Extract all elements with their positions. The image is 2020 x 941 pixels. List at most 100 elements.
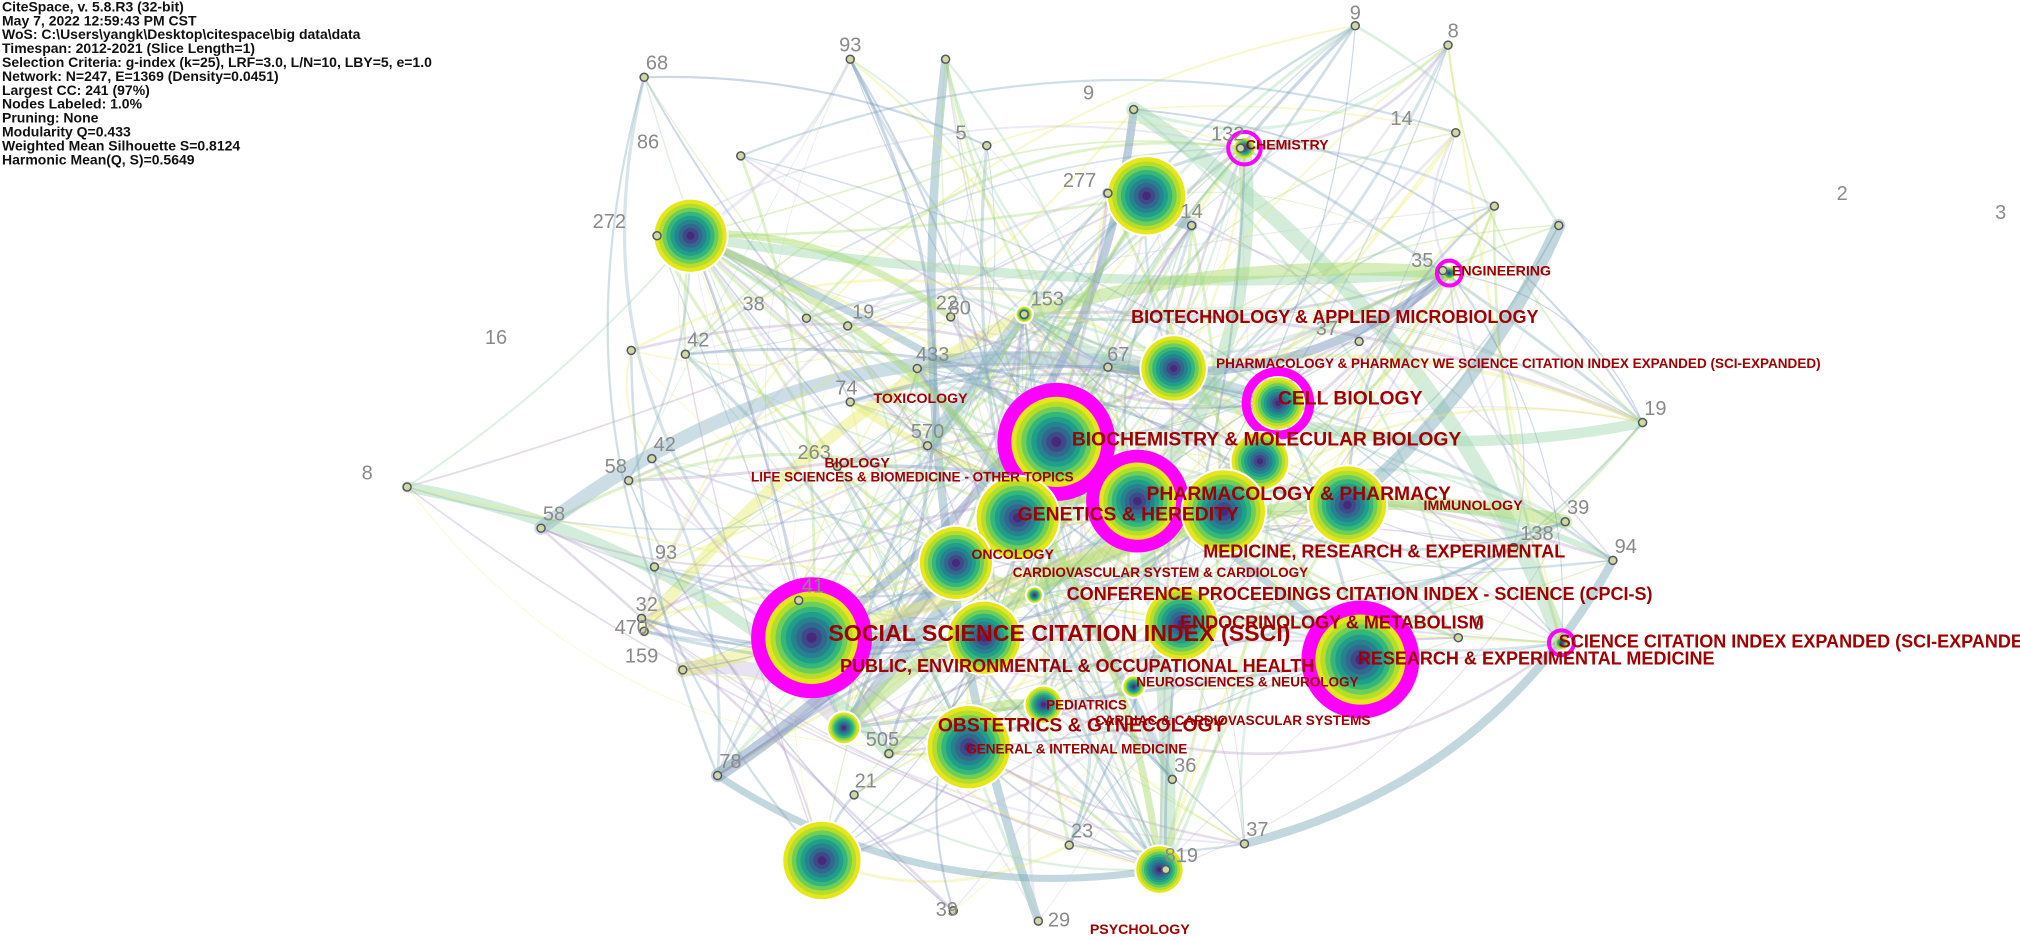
burst-ring [1226,129,1263,167]
edge [689,234,1136,689]
edge [642,75,988,147]
edge [986,145,1156,688]
edge [401,481,895,760]
node-number-label: 58 [543,504,565,526]
edge [640,24,1357,620]
edge [1446,43,1563,644]
edge [1165,521,1566,871]
edge [848,365,1110,404]
small-node [639,626,649,636]
node-number-label: 22 [936,292,958,314]
edge [717,313,1025,776]
edge [821,192,1109,862]
edge [941,58,1019,519]
category-label: PHARMACOLOGY & PHARMACY WE SCIENCE CITAT… [1216,356,1821,371]
edge [629,322,1262,463]
small-node [793,595,804,606]
edge [967,131,1458,749]
edge [640,617,1246,845]
header-line: Harmonic Mean(Q, S)=0.5649 [2,151,195,167]
edge [843,44,1449,729]
edge [1136,205,1496,503]
category-label: BIOTECHNOLOGY & APPLIED MICROBIOLOGY [1131,307,1538,327]
small-node [680,349,691,360]
edge [716,195,1148,777]
node-number-label: 19 [1644,398,1666,420]
edge [846,295,1026,328]
edge [1023,313,1349,506]
node-number-label: 80 [949,297,971,319]
small-node [1608,555,1618,566]
node-ring [1133,496,1142,506]
edge [1340,218,1566,512]
edge [1042,641,1563,756]
edge [683,347,1460,640]
edge [1027,141,1254,602]
edge [949,315,1280,409]
edge [640,465,838,619]
edge [740,155,1563,644]
edge [1347,224,1560,506]
small-node [884,748,894,759]
edge [952,367,1181,912]
node-number-label: 37 [1316,318,1338,340]
node-number-label: 277 [1063,170,1096,192]
edge [916,307,1644,424]
small-node [678,665,688,675]
header-line: Modularity Q=0.433 [2,124,131,140]
small-node [1103,188,1113,198]
edge [1145,195,1614,562]
node-ring [1343,500,1352,510]
edge [642,499,1140,646]
small-node [1064,840,1075,850]
category-label: ONCOLOGY [971,547,1054,563]
edge [638,308,1030,638]
edge [684,140,1242,356]
edge [842,57,937,730]
node-number-label: 35 [1411,250,1433,272]
small-node [626,345,636,356]
edge [1239,503,1349,846]
edge [684,353,823,862]
edge [847,321,1175,369]
edge [811,145,996,639]
small-node [1128,104,1139,115]
node-number-label: 94 [1615,536,1637,558]
edge [643,440,1058,633]
node-number-label: 9 [1350,2,1361,24]
edge [944,58,1130,847]
edge [842,400,871,729]
edge [606,76,824,862]
edge [406,441,1058,531]
edge [1042,340,1360,706]
category-label: ENDOCRINOLOGY & METABOLISM [1180,612,1484,632]
edge [685,230,1455,286]
small-node [1560,516,1570,527]
node-number-label: 3 [1995,202,2006,224]
node-number-label: 67 [1107,344,1129,366]
edge [1054,24,1357,444]
category-label: MEDICINE, RESEARCH & EXPERIMENTAL [1203,541,1565,561]
node-number-label: 42 [654,434,676,456]
edge [1022,310,1645,425]
node-ring [951,558,960,567]
edge [835,194,1149,468]
edge [640,191,1110,620]
node-number-label: 132 [1211,124,1244,146]
category-label: CONFERENCE PROCEEDINGS CITATION INDEX - … [1067,584,1653,604]
edge [643,76,929,447]
edge [650,457,721,777]
small-node [536,523,546,533]
small-node [1235,143,1246,153]
edge [797,316,952,602]
edge [852,793,1161,872]
node-ring [806,632,817,643]
small-node [1554,220,1564,231]
small-node [912,363,922,374]
edge [627,479,955,912]
edge [916,309,1643,423]
small-node [1453,632,1464,643]
node-number-label: 19 [852,301,874,323]
edge [1353,24,1561,227]
node-number-label: 470 [615,617,648,639]
